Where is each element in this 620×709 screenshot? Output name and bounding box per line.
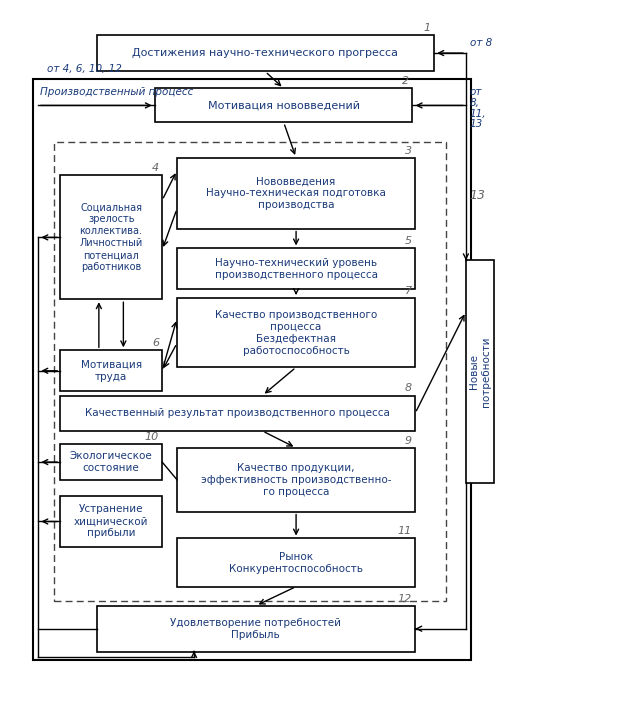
Bar [33, 79, 471, 660]
Bar [60, 396, 415, 431]
Bar [466, 260, 494, 484]
Text: от 4, 6, 10, 12: от 4, 6, 10, 12 [47, 64, 122, 74]
Text: 9: 9 [405, 436, 412, 446]
Text: Мотивация
труда: Мотивация труда [81, 359, 142, 381]
Text: от 8: от 8 [469, 38, 492, 48]
Text: Мотивация нововведений: Мотивация нововведений [208, 101, 360, 111]
Bar [54, 143, 446, 601]
Text: 10: 10 [145, 432, 159, 442]
Text: 8: 8 [405, 384, 412, 393]
Text: Нововведения
Научно-техническая подготовка
производства: Нововведения Научно-техническая подготов… [206, 176, 386, 210]
Text: от
8,
11,
13: от 8, 11, 13 [469, 87, 486, 130]
Text: 5: 5 [405, 236, 412, 246]
Bar [177, 248, 415, 289]
Text: 7: 7 [405, 286, 412, 296]
Text: Производственный процесс: Производственный процесс [40, 87, 193, 97]
Bar [60, 496, 162, 547]
Text: 6: 6 [152, 338, 159, 348]
Bar [177, 158, 415, 228]
Text: Устранение
хищнической
прибыли: Устранение хищнической прибыли [74, 505, 148, 539]
Text: 4: 4 [152, 163, 159, 174]
Bar [177, 448, 415, 512]
Bar [177, 298, 415, 367]
Bar [177, 538, 415, 586]
Text: Удовлетворение потребностей
Прибыль: Удовлетворение потребностей Прибыль [170, 618, 342, 640]
Bar [156, 89, 412, 123]
Text: Новые
потребности: Новые потребности [469, 337, 491, 407]
Bar [60, 175, 162, 299]
Text: Достижения научно-технического прогресса: Достижения научно-технического прогресса [132, 48, 398, 58]
Text: Качество производственного
процесса
Бездефектная
работоспособность: Качество производственного процесса Безд… [215, 310, 377, 356]
Text: 12: 12 [398, 593, 412, 603]
Text: Научно-технический уровень
производственного процесса: Научно-технический уровень производствен… [215, 258, 378, 280]
Bar [60, 444, 162, 481]
Text: Качество продукции,
эффективность производственно-
го процесса: Качество продукции, эффективность произв… [201, 463, 391, 497]
Text: Качественный результат производственного процесса: Качественный результат производственного… [85, 408, 390, 418]
Text: 2: 2 [402, 77, 409, 86]
Text: Рынок
Конкурентоспособность: Рынок Конкурентоспособность [229, 552, 363, 574]
Text: 3: 3 [405, 145, 412, 156]
Text: 11: 11 [398, 526, 412, 536]
Bar [97, 605, 415, 652]
Text: Социальная
зрелость
коллектива.
Личностный
потенциал
работников: Социальная зрелость коллектива. Личностн… [79, 202, 143, 272]
Bar [60, 350, 162, 391]
Text: 1: 1 [423, 23, 431, 33]
Text: 13: 13 [469, 189, 485, 202]
Bar [97, 35, 434, 72]
Text: Экологическое
состояние: Экологическое состояние [69, 451, 153, 473]
